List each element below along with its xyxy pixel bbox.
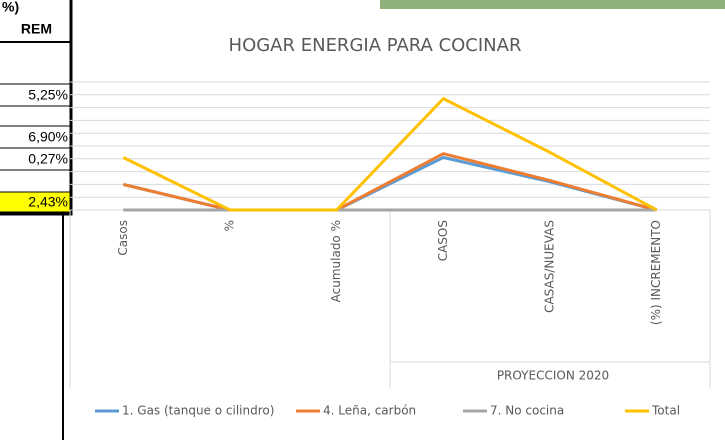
chart-title: HOGAR ENERGIA PARA COCINAR bbox=[229, 35, 522, 56]
table-cell: 5,25% bbox=[28, 87, 68, 103]
image-strip bbox=[380, 0, 725, 9]
table-cell: 2,43% bbox=[28, 194, 68, 210]
legend-label: 1. Gas (tanque o cilindro) bbox=[122, 404, 274, 418]
x-tick-label: CASOS bbox=[436, 220, 450, 261]
series-line bbox=[122, 152, 658, 212]
highlight-cell bbox=[0, 192, 70, 212]
x-tick-label: CASAS/NUEVAS bbox=[543, 220, 557, 313]
legend-label: 7. No cocina bbox=[490, 404, 564, 418]
header-cell: REM bbox=[21, 21, 52, 37]
x-tick-label: (%) INCREMENTO bbox=[649, 220, 663, 325]
legend-label: Total bbox=[651, 404, 680, 418]
x-tick-label: Casos bbox=[116, 220, 130, 256]
series-line bbox=[122, 97, 658, 212]
group-label: PROYECCION 2020 bbox=[497, 369, 609, 383]
legend-label: 4. Leña, carbón bbox=[323, 404, 416, 418]
header-cell: %) bbox=[2, 0, 19, 15]
table-cell: 0,27% bbox=[28, 151, 68, 167]
table-border bbox=[0, 0, 73, 216]
x-tick-label: % bbox=[223, 220, 237, 231]
x-tick-label: Acumulado % bbox=[329, 220, 343, 302]
table-cell: 6,90% bbox=[28, 129, 68, 145]
